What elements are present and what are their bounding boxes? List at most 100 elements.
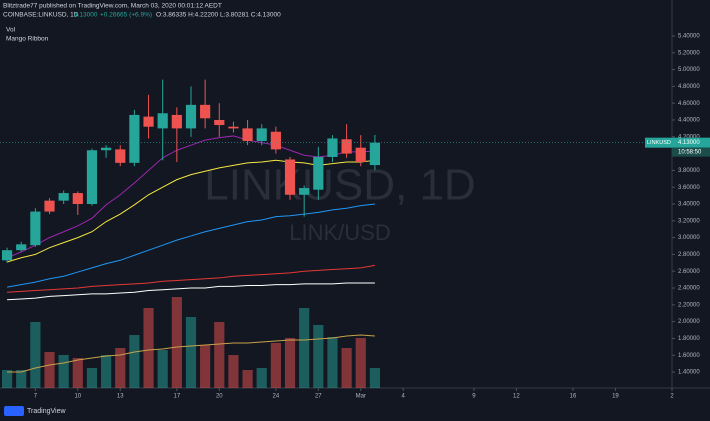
logo [4,406,24,416]
symbol: COINBASE:LINKUSD, 1D [3,12,79,19]
indicator: Vol [6,27,16,34]
candle-body [1,250,13,261]
volume-bar [16,370,27,388]
candle-body [185,104,197,129]
price-tag-symbol: LINKUSD [647,140,671,146]
candle-body [157,113,168,129]
candle-body [16,244,27,251]
volume-bar [30,322,41,388]
candle-body [200,104,211,119]
candle-body [284,159,296,195]
x-tick-label: 13 [117,394,124,400]
x-tick-label: 12 [513,394,520,400]
ma-line [7,282,375,301]
candle-body [129,114,140,163]
y-tick-label: 2.40000 [678,286,700,292]
x-tick-label: 9 [472,394,476,400]
ma-line [6,203,375,288]
y-tick-label: 2.60000 [678,269,700,275]
candle-body [214,119,225,126]
volume-bar [101,355,112,388]
price-tag [645,137,710,148]
volume-ma-line [7,334,375,373]
candle-body [341,139,352,154]
y-tick-label: 5.00000 [678,67,700,73]
y-tick-label: 5.20000 [678,50,700,56]
volume-bar [1,370,13,388]
y-tick-label: 3.00000 [678,235,700,241]
candle-body [355,147,366,162]
y-tick-label: 4.20000 [678,134,700,140]
volume-bar [284,338,296,388]
candle-body [327,138,338,157]
y-tick-label: 2.00000 [678,319,700,325]
candle-body [101,147,112,151]
volume-bar [200,345,211,388]
volume-bar [115,348,126,388]
countdown-tag [672,147,710,157]
volume-bar [157,350,168,388]
candle-body [171,114,182,129]
plot: 1.40000 1.60000 1.80000 2.00000 2.20000 2.400… [0,34,700,400]
volume-bar [44,352,55,388]
volume-bar [242,370,253,388]
volume-bar [171,297,182,388]
candle-body [72,193,83,204]
x-tick-label: 10 [74,394,81,400]
volume-bar [228,355,239,388]
candle-body [242,128,253,141]
publisher: Blitztrade77 published on TradingView.co… [3,3,222,10]
price-tag-price: 4.13000 [678,140,700,146]
candle-body [299,188,310,195]
candle-body [369,142,380,166]
candle-body [313,156,324,190]
x-tick-label: 20 [216,394,223,400]
candle-body [228,126,239,129]
volume-bar [214,322,225,388]
candle-body [115,149,126,163]
change: +0.26665 (+6.9%) [100,12,152,19]
y-tick-label: 3.80000 [678,168,700,174]
volume-bar [58,355,69,388]
y-tick-label: 1.80000 [678,336,700,342]
ma-line [7,264,375,293]
candle-body [256,128,267,141]
indicator: Mango Ribbon [6,36,49,43]
volume-bar [299,308,310,388]
y-tick-label: 2.20000 [678,302,700,308]
x-tick-label: 2 [670,394,674,400]
x-tick-label: 19 [612,394,619,400]
volume-bar [313,325,324,388]
volume-bar [72,358,83,388]
last-price: 4.13000 [74,12,98,19]
y-tick-label: 1.60000 [678,353,700,359]
volume-bar [86,368,98,388]
x-tick-label: 24 [273,394,280,400]
candle-body [58,193,69,201]
candle-body [86,150,98,204]
x-tick-label: 17 [173,394,180,400]
volume-bar [185,317,197,388]
footer: TradingView [27,408,66,415]
y-tick-label: 3.40000 [678,202,700,208]
y-tick-label: 3.20000 [678,218,700,224]
y-tick-label: 5.40000 [678,34,700,40]
ma-line [6,135,375,259]
volume-bar [341,348,352,388]
candle-body [30,211,41,246]
y-tick-label: 2.80000 [678,252,700,258]
volume-bar [129,335,140,388]
x-tick-label: 7 [34,394,38,400]
candle-body [270,131,281,150]
candle-body [143,116,154,127]
y-tick-label: 3.60000 [678,185,700,191]
volume-bar [256,368,267,388]
volume-bar [270,343,281,388]
volume-bar [143,308,154,388]
y-tick-label: 1.40000 [678,370,700,376]
x-tick-label: Mar [356,394,366,400]
volume-bar [327,337,338,388]
volume-bar [369,368,380,388]
